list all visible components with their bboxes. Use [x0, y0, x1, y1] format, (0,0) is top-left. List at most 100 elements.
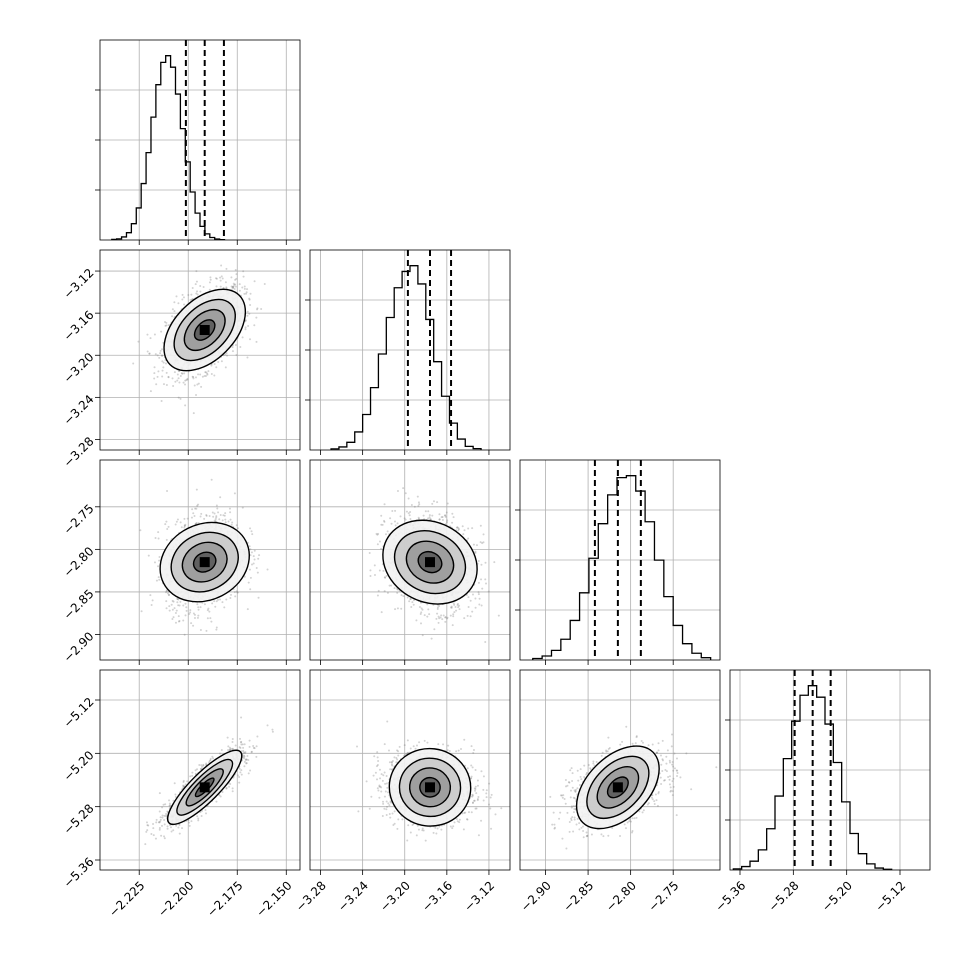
scatter-point: [420, 607, 423, 610]
scatter-point: [167, 593, 170, 596]
scatter-point: [181, 298, 184, 301]
scatter-point: [150, 603, 153, 606]
scatter-point: [376, 543, 379, 546]
scatter-point: [384, 576, 387, 579]
scatter-point: [199, 628, 202, 631]
scatter-point: [191, 375, 194, 378]
scatter-point: [197, 608, 200, 611]
scatter-point: [165, 538, 168, 541]
scatter-point: [139, 529, 142, 532]
scatter-point: [422, 514, 425, 517]
scatter-point: [157, 531, 160, 534]
scatter-point: [183, 785, 186, 788]
scatter-point: [380, 514, 383, 517]
scatter-point: [477, 559, 480, 562]
scatter-point: [233, 591, 236, 594]
scatter-point: [160, 354, 163, 357]
scatter-point: [217, 598, 220, 601]
scatter-point: [164, 803, 167, 806]
scatter-point: [456, 602, 459, 605]
scatter-point: [210, 364, 213, 367]
scatter-point: [171, 377, 174, 380]
scatter-point: [180, 372, 183, 375]
scatter-point: [442, 614, 445, 617]
scatter-point: [477, 581, 480, 584]
scatter-point: [176, 518, 179, 521]
scatter-point: [184, 379, 187, 382]
scatter-point: [454, 606, 457, 609]
scatter-point: [192, 376, 195, 379]
scatter-point: [231, 286, 234, 289]
scatter-point: [162, 361, 165, 364]
scatter-point: [409, 597, 412, 600]
scatter-point: [477, 593, 480, 596]
scatter-point: [148, 352, 151, 355]
scatter-point: [155, 821, 158, 824]
scatter-point: [445, 521, 448, 524]
histogram-step-line: [532, 475, 712, 660]
scatter-point: [161, 369, 164, 372]
scatter-point: [415, 619, 418, 622]
scatter-point: [178, 604, 181, 607]
scatter-point: [245, 292, 248, 295]
scatter-point: [162, 366, 165, 369]
scatter-point: [238, 283, 241, 286]
scatter-point: [453, 603, 456, 606]
scatter-point: [463, 617, 466, 620]
scatter-point: [211, 602, 214, 605]
scatter-point: [430, 637, 433, 640]
scatter-point: [252, 555, 255, 558]
scatter-point: [221, 519, 224, 522]
scatter-point: [165, 520, 168, 523]
scatter-point: [192, 377, 195, 380]
panel-frame: [309, 459, 511, 661]
scatter-point: [234, 283, 237, 286]
scatter-point: [403, 517, 406, 520]
scatter-point: [196, 383, 199, 386]
scatter-point: [479, 524, 482, 527]
scatter-point: [239, 345, 242, 348]
scatter-point: [248, 297, 251, 300]
scatter-point: [383, 576, 386, 579]
scatter-point: [455, 609, 458, 612]
scatter-point: [224, 518, 227, 521]
scatter-point: [146, 333, 149, 336]
scatter-point: [214, 518, 217, 521]
scatter-point: [410, 606, 413, 609]
scatter-point: [221, 277, 224, 280]
scatter-point: [213, 363, 216, 366]
scatter-point: [457, 527, 460, 530]
scatter-point: [224, 366, 227, 369]
scatter-point: [200, 764, 203, 767]
scatter-point: [455, 526, 458, 529]
scatter-point: [236, 591, 239, 594]
scatter-point: [472, 543, 475, 546]
scatter-point: [209, 276, 212, 279]
scatter-point: [218, 518, 221, 521]
scatter-point: [185, 606, 188, 609]
y-tick-label: −2.85: [61, 587, 97, 623]
scatter-point: [452, 615, 455, 618]
panel-content: [330, 250, 482, 450]
scatter-point: [376, 594, 379, 597]
scatter-point: [458, 528, 461, 531]
scatter-point: [171, 315, 174, 318]
scatter-point: [219, 279, 222, 282]
scatter-point: [229, 511, 232, 514]
scatter-point: [235, 273, 238, 276]
scatter-point: [390, 584, 393, 587]
scatter-point: [206, 372, 209, 375]
scatter-point: [190, 622, 193, 625]
scatter-point: [396, 591, 399, 594]
scatter-point: [411, 601, 414, 604]
scatter-point: [137, 340, 140, 343]
scatter-point: [246, 310, 249, 313]
scatter-point: [193, 616, 196, 619]
scatter-point: [171, 608, 174, 611]
scatter-point: [186, 378, 189, 381]
scatter-point: [380, 523, 383, 526]
scatter-point: [166, 490, 169, 493]
scatter-point: [405, 510, 408, 513]
scatter-point: [223, 514, 226, 517]
